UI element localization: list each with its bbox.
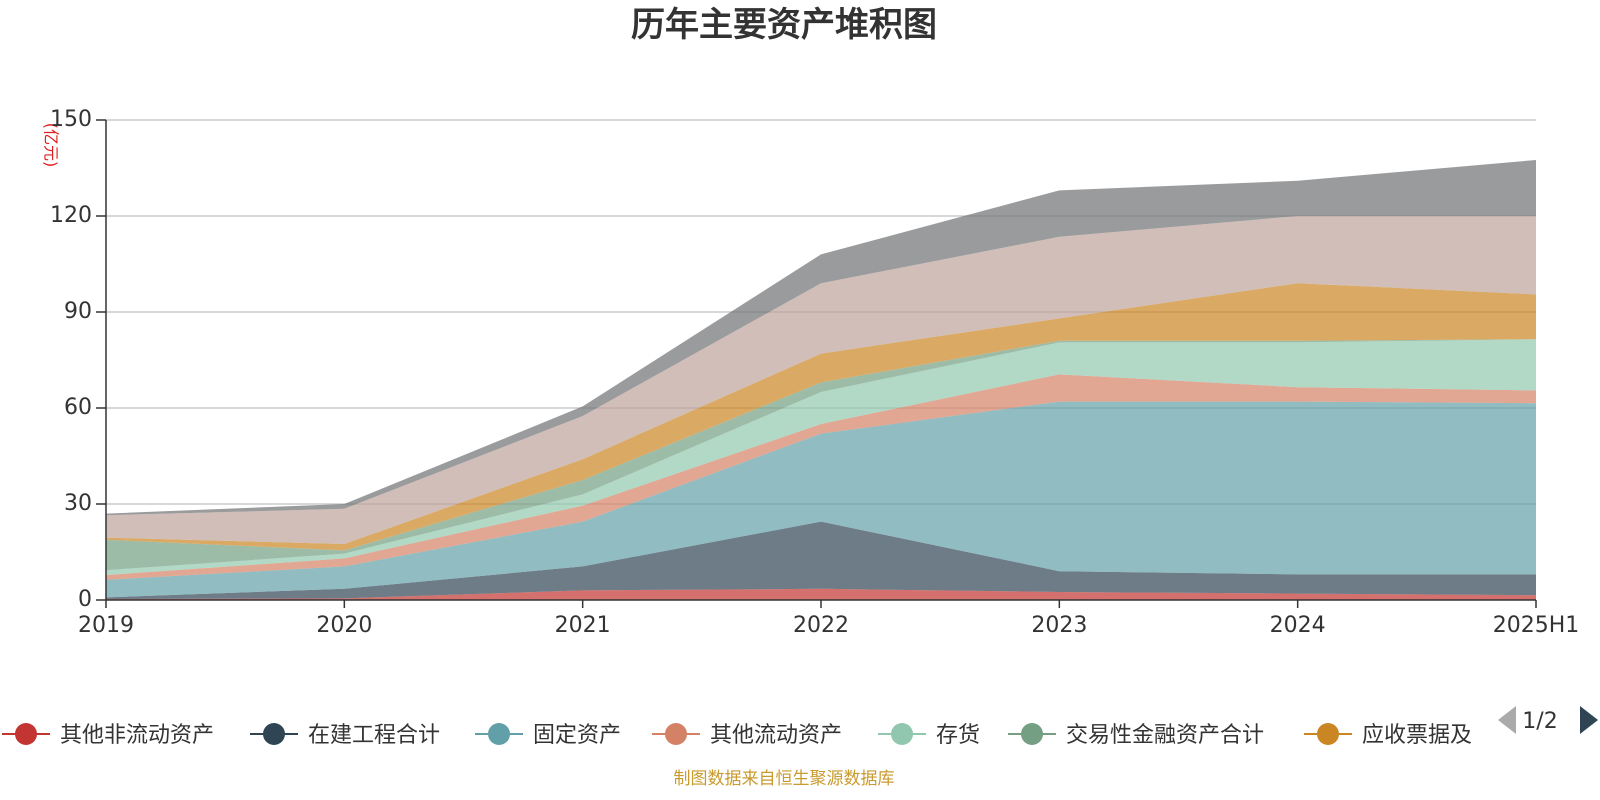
y-tick-label: 150 xyxy=(50,107,92,132)
legend-marker-icon xyxy=(1317,723,1339,745)
legend-label: 交易性金融资产合计 xyxy=(1066,723,1264,748)
legend-label: 应收票据及 xyxy=(1362,723,1472,748)
legend-item[interactable]: 其他非流动资产 xyxy=(2,723,214,748)
chart-title: 历年主要资产堆积图 xyxy=(631,5,937,45)
legend-label: 其他非流动资产 xyxy=(60,723,214,748)
x-tick-label: 2023 xyxy=(1031,613,1087,638)
y-axis-unit: (亿元) xyxy=(42,123,61,168)
legend-item[interactable]: 应收票据及 xyxy=(1304,723,1472,748)
area-series-8 xyxy=(106,160,1536,516)
legend-marker-icon xyxy=(15,723,37,745)
legend-item[interactable]: 其他流动资产 xyxy=(652,723,842,748)
legend-next-icon[interactable] xyxy=(1580,706,1598,734)
x-tick-label: 2020 xyxy=(316,613,372,638)
legend-page-indicator: 1/2 xyxy=(1522,709,1557,734)
legend-label: 固定资产 xyxy=(533,723,621,748)
legend-prev-icon[interactable] xyxy=(1498,706,1516,734)
data-source-note: 制图数据来自恒生聚源数据库 xyxy=(674,769,895,789)
area-series-5 xyxy=(106,339,1536,571)
legend-marker-icon xyxy=(1021,723,1043,745)
legend-marker-icon xyxy=(263,723,285,745)
x-tick-label: 2022 xyxy=(793,613,849,638)
legend-item[interactable]: 交易性金融资产合计 xyxy=(1008,723,1264,748)
y-tick-label: 0 xyxy=(78,587,92,612)
area-layers xyxy=(106,160,1536,600)
legend-label: 存货 xyxy=(936,723,980,748)
legend[interactable]: 其他非流动资产 在建工程合计 固定资产 其他流动资产 存货 交易性金融资产合计 应收票据及 xyxy=(2,723,1472,748)
legend-marker-icon xyxy=(665,723,687,745)
area-series-0 xyxy=(106,588,1536,600)
legend-label: 在建工程合计 xyxy=(308,723,440,748)
legend-label: 其他流动资产 xyxy=(710,723,842,748)
area-series-4 xyxy=(106,339,1536,575)
legend-pager[interactable]: 1/2 xyxy=(1498,706,1598,734)
x-tick-label: 2024 xyxy=(1270,613,1326,638)
y-tick-label: 30 xyxy=(64,491,92,516)
x-tick-label: 2021 xyxy=(555,613,611,638)
legend-item[interactable]: 固定资产 xyxy=(475,723,621,748)
area-series-3 xyxy=(106,374,1536,580)
legend-marker-icon xyxy=(891,723,913,745)
y-tick-label: 120 xyxy=(50,203,92,228)
legend-item[interactable]: 在建工程合计 xyxy=(250,723,440,748)
area-series-6 xyxy=(106,283,1536,551)
legend-item[interactable]: 存货 xyxy=(878,723,980,748)
axes: 0 30 60 90 120 150 2019 2020 2021 2022 2023 2024 202… xyxy=(50,107,1579,638)
area-series-2 xyxy=(106,401,1536,598)
x-tick-label: 2025H1 xyxy=(1493,613,1580,638)
x-tick-label: 2019 xyxy=(78,613,134,638)
y-tick-label: 90 xyxy=(64,299,92,324)
area-series-7 xyxy=(106,216,1536,544)
legend-marker-icon xyxy=(488,723,510,745)
area-series-1 xyxy=(106,521,1536,599)
y-tick-label: 60 xyxy=(64,395,92,420)
